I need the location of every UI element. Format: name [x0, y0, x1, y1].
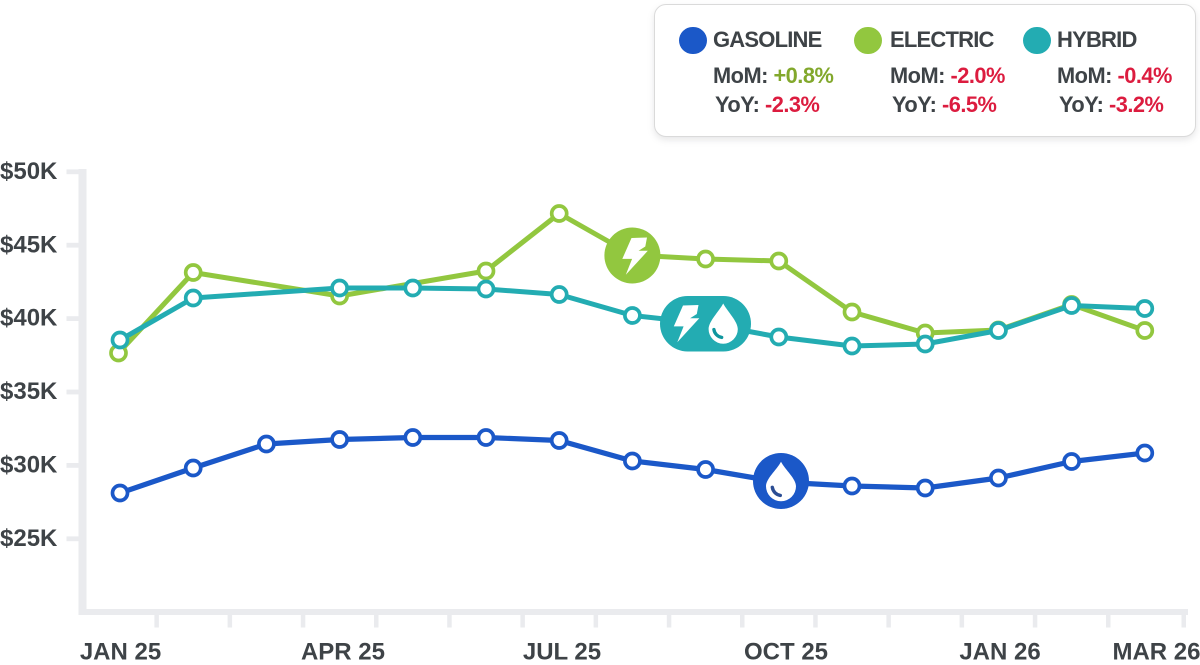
svg-text:$25K: $25K — [0, 525, 58, 552]
svg-text:$30K: $30K — [0, 452, 58, 479]
svg-text:JAN 25: JAN 25 — [80, 639, 161, 665]
svg-text:JAN 26: JAN 26 — [959, 639, 1040, 665]
svg-text:$40K: $40K — [0, 305, 58, 332]
svg-text:$45K: $45K — [0, 231, 58, 258]
svg-text:JUL 25: JUL 25 — [523, 639, 601, 665]
svg-text:$50K: $50K — [0, 158, 58, 185]
svg-text:$35K: $35K — [0, 378, 58, 405]
svg-text:APR 25: APR 25 — [301, 639, 385, 665]
svg-text:MAR 26: MAR 26 — [1112, 639, 1200, 665]
svg-text:OCT 25: OCT 25 — [744, 639, 828, 665]
